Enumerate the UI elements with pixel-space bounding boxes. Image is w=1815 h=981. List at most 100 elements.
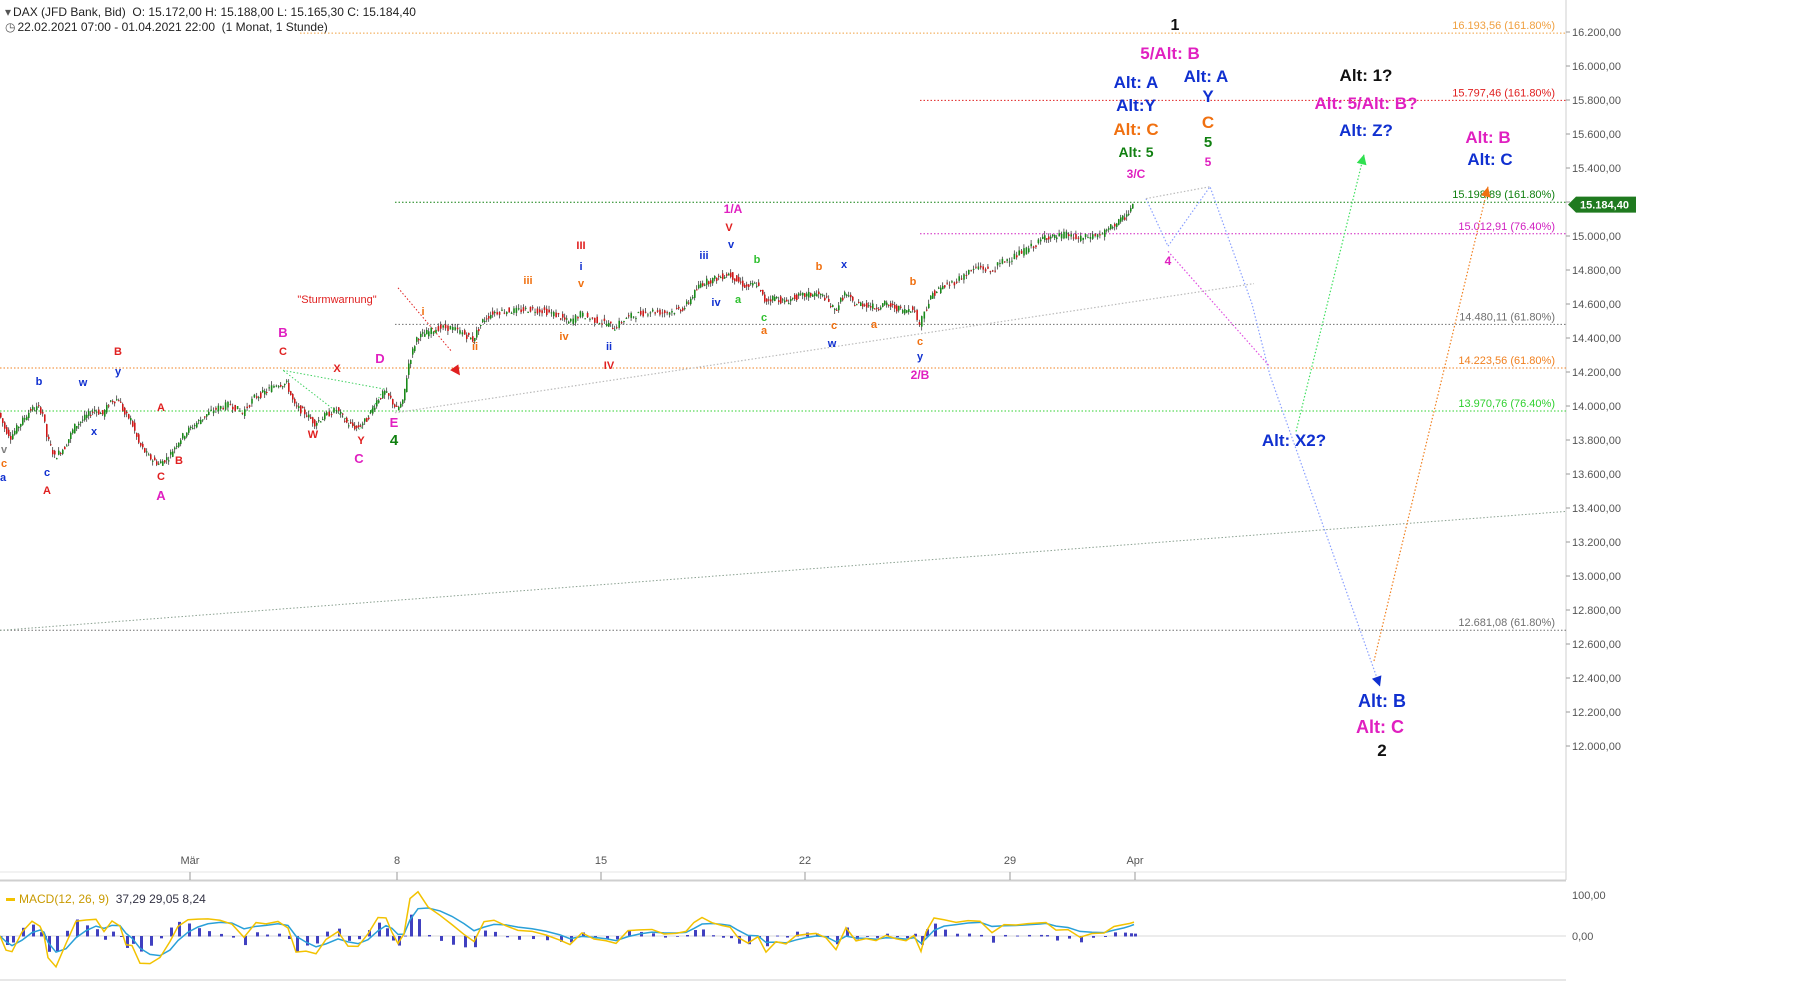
candle-body — [408, 363, 410, 375]
candle-body — [1070, 234, 1072, 237]
candle-body — [484, 320, 486, 322]
y-tick-label: 14.400,00 — [1572, 333, 1621, 345]
wave-label: C — [354, 451, 364, 466]
candle-body — [522, 307, 525, 312]
candle-body — [696, 289, 698, 291]
macd-histogram-bar — [664, 936, 667, 938]
macd-histogram-bar — [368, 930, 371, 937]
candle-body — [1075, 234, 1077, 239]
candle-body — [76, 426, 78, 429]
candle-body — [358, 425, 360, 428]
macd-values: 37,29 29,05 8,24 — [115, 892, 206, 906]
macd-histogram-bar — [1016, 935, 1019, 937]
candle-body — [444, 324, 447, 329]
candle-body — [190, 426, 192, 428]
candle-body — [354, 425, 356, 430]
candle-body — [6, 427, 8, 434]
candle-body — [168, 460, 170, 462]
wave-label: Alt: 5/Alt: B? — [1315, 94, 1418, 113]
candle-body — [290, 391, 292, 396]
candle-body — [953, 282, 956, 286]
chart-header-title: ▾ DAX (JFD Bank, Bid) O: 15.172,00 H: 15.… — [5, 5, 416, 19]
candle-body — [338, 407, 340, 411]
candle-body — [302, 406, 304, 409]
candle-body — [46, 424, 48, 438]
candle-body — [92, 411, 94, 413]
candle-body — [464, 330, 466, 335]
candle-body — [708, 281, 710, 285]
candle-body — [820, 293, 822, 296]
macd-histogram-bar — [404, 935, 407, 937]
candle-body — [972, 268, 975, 270]
candle-body — [304, 409, 306, 415]
candle-body — [486, 318, 488, 320]
candle-body — [900, 306, 902, 308]
candle-body — [872, 303, 874, 309]
y-tick-label: 15.600,00 — [1572, 129, 1621, 141]
candle-body — [894, 304, 896, 309]
macd-histogram-bar — [1114, 932, 1117, 937]
candle-body — [828, 298, 830, 302]
candle-body — [856, 304, 858, 306]
candle-body — [714, 275, 716, 279]
candle-body — [104, 410, 106, 417]
candle-body — [750, 283, 752, 285]
candle-body — [690, 298, 692, 305]
macd-y-tick-label: 0,00 — [1572, 931, 1593, 943]
candle-body — [112, 401, 114, 403]
candle-body — [840, 297, 842, 302]
candle-body — [412, 348, 414, 355]
candle-body — [654, 312, 656, 314]
candle-body — [162, 461, 164, 466]
candle-body — [980, 265, 982, 268]
candle-body — [541, 310, 543, 314]
candle-body — [586, 312, 589, 318]
candle-body — [217, 405, 220, 412]
candle-body — [644, 311, 647, 313]
candle-body — [160, 461, 162, 464]
candle-body — [154, 457, 156, 461]
candle-body — [868, 305, 870, 307]
wave-label: y — [115, 366, 122, 378]
y-tick-label: 16.200,00 — [1572, 27, 1621, 39]
candle-body — [278, 386, 280, 388]
candle-body — [724, 277, 726, 279]
sturmwarnung-note: "Sturmwarnung" — [297, 294, 376, 306]
candle-body — [370, 410, 372, 413]
candle-body — [94, 409, 96, 412]
candle-body — [1030, 243, 1032, 247]
macd-histogram-bar — [32, 924, 35, 937]
candle-body — [780, 296, 782, 304]
candle-body — [814, 292, 816, 296]
candle-body — [880, 307, 882, 310]
macd-histogram-bar — [306, 936, 309, 946]
candle-body — [944, 285, 946, 288]
collapse-icon[interactable]: ▾ — [5, 5, 12, 19]
wave-label: v — [728, 239, 735, 251]
macd-histogram-bar — [348, 936, 351, 941]
candle-body — [774, 296, 776, 302]
candle-body — [306, 415, 308, 417]
candle-body — [652, 309, 654, 312]
candle-body — [229, 404, 232, 406]
candle-body — [452, 326, 454, 331]
candle-body — [589, 318, 591, 320]
macd-histogram-bar — [266, 934, 269, 937]
candle-body — [227, 401, 229, 408]
candle-body — [584, 318, 586, 320]
candle-body — [348, 425, 350, 427]
candle-body — [437, 326, 440, 331]
candle-body — [566, 318, 568, 320]
candle-body — [28, 412, 30, 418]
candle-body — [822, 294, 824, 296]
macd-histogram-bar — [944, 929, 947, 937]
last-price-label: 15.184,40 — [1580, 200, 1629, 212]
candle-body — [618, 320, 620, 328]
y-tick-label: 14.800,00 — [1572, 265, 1621, 277]
candle-body — [832, 305, 834, 307]
candle-body — [40, 407, 42, 414]
candle-body — [876, 307, 878, 309]
candle-body — [928, 303, 930, 309]
candle-body — [794, 294, 796, 300]
